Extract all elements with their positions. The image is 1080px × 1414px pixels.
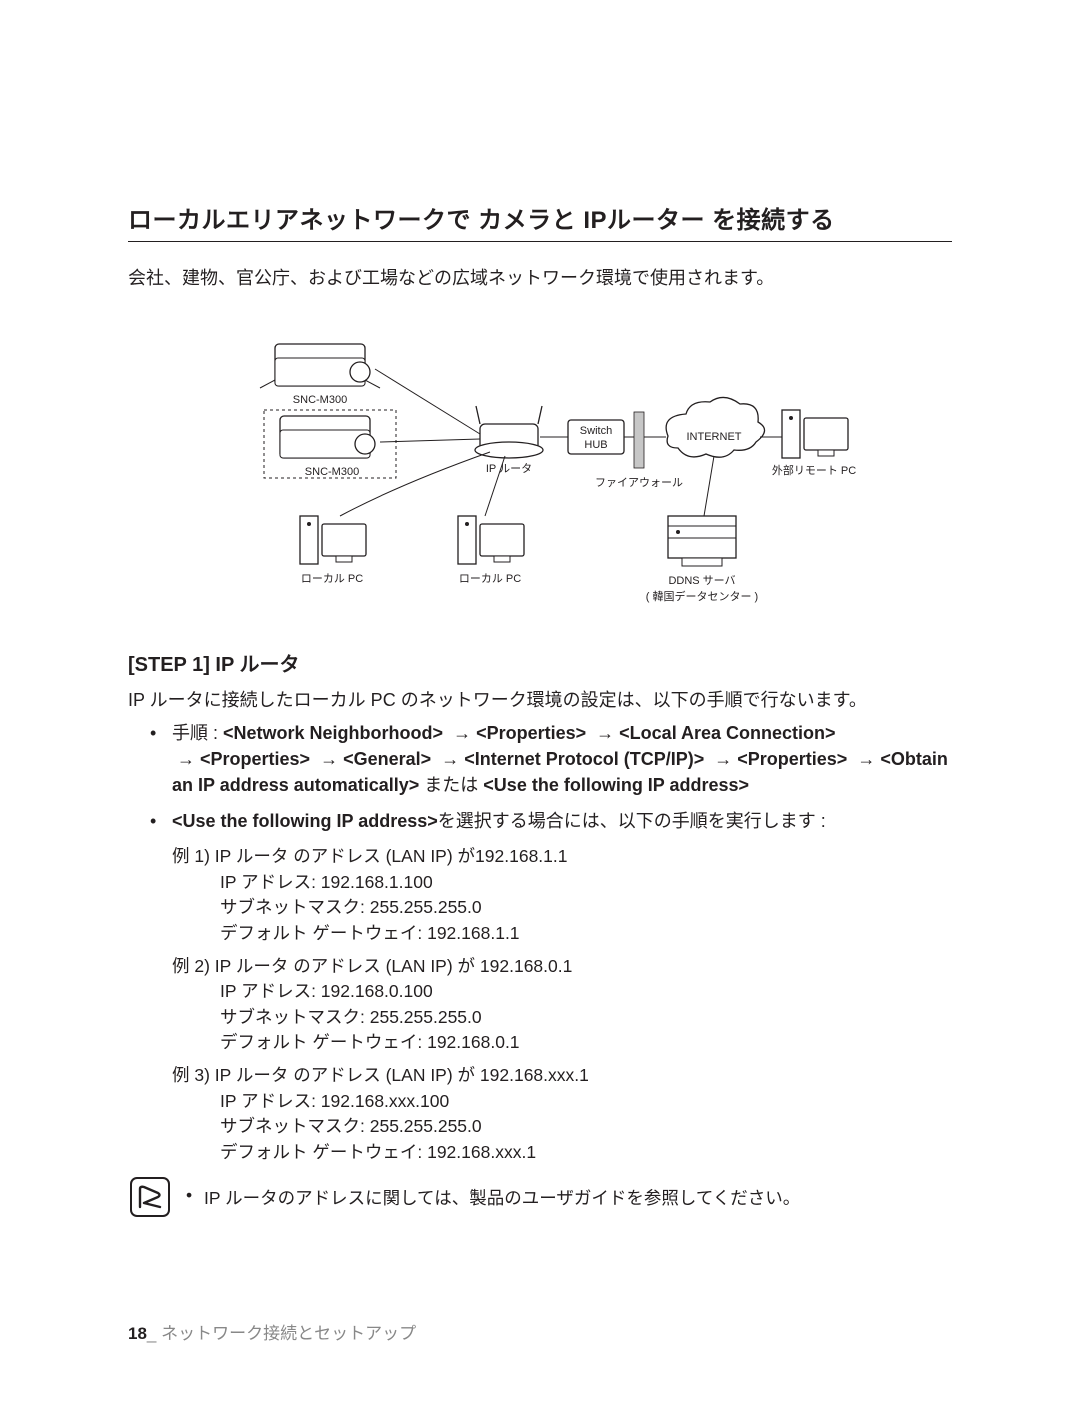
arrow-icon: → xyxy=(591,723,619,743)
ddns-label-2: ( 韓国データセンター ) xyxy=(646,589,758,603)
footer-sep: _ xyxy=(147,1324,156,1343)
ex1-mask: サブネットマスク: 255.255.255.0 xyxy=(172,895,952,920)
link-cam2-router xyxy=(380,439,480,442)
ip-router-label: IP ルータ xyxy=(486,462,532,475)
seg-3: <Properties> xyxy=(200,749,310,769)
examples-block: 例 1) IP ルータ のアドレス (LAN IP) が192.168.1.1 … xyxy=(172,844,952,1165)
note-text: IP ルータのアドレスに関しては、製品のユーザガイドを参照してください。 xyxy=(186,1177,800,1210)
procedure-item-2: <Use the following IP address>を選択する場合には、… xyxy=(172,808,952,834)
procedure-list: 手順 : <Network Neighborhood> → <Propertie… xyxy=(128,720,952,834)
seg-4: <General> xyxy=(343,749,431,769)
link-router-pc1 xyxy=(340,452,490,516)
b2-rest: を選択する場合には、以下の手順を実行します : xyxy=(438,811,826,831)
seg-1: <Properties> xyxy=(476,723,586,743)
seg-5: <Internet Protocol (TCP/IP)> xyxy=(464,749,704,769)
seg-2: <Local Area Connection> xyxy=(619,723,835,743)
arrow-icon: → xyxy=(315,749,343,769)
ddns-label-1: DDNS サーバ xyxy=(668,574,735,587)
page-title: ローカルエリアネットワークで カメラと IPルーター を接続する xyxy=(128,200,952,242)
firewall-icon xyxy=(634,412,644,468)
procedure-item-1: 手順 : <Network Neighborhood> → <Propertie… xyxy=(172,720,952,798)
example-1: 例 1) IP ルータ のアドレス (LAN IP) が192.168.1.1 … xyxy=(172,844,952,946)
network-diagram: SNC-M300 SNC-M300 IP ルータ Switch HUB ファイア… xyxy=(220,324,860,634)
ex1-gw: デフォルト ゲートウェイ: 192.168.1.1 xyxy=(172,921,952,946)
ex3-mask: サブネットマスク: 255.255.255.0 xyxy=(172,1114,952,1139)
step1-desc: IP ルータに接続したローカル PC のネットワーク環境の設定は、以下の手順で行… xyxy=(128,687,952,714)
svg-text:HUB: HUB xyxy=(584,439,607,451)
remote-pc-label: 外部リモート PC xyxy=(772,463,856,477)
arrow-icon: → xyxy=(436,749,464,769)
b2-bold: <Use the following IP address> xyxy=(172,811,438,831)
note-row: IP ルータのアドレスに関しては、製品のユーザガイドを参照してください。 xyxy=(130,1177,952,1217)
arrow-icon: → xyxy=(448,723,476,743)
camera-1-label: SNC-M300 xyxy=(293,394,347,406)
page-footer: 18_ ネットワーク接続とセットアップ xyxy=(128,1319,416,1344)
example-3: 例 3) IP ルータ のアドレス (LAN IP) が 192.168.xxx… xyxy=(172,1063,952,1165)
arrow-icon: → xyxy=(852,749,880,769)
local-pc-2-icon xyxy=(458,516,524,564)
ex2-mask: サブネットマスク: 255.255.255.0 xyxy=(172,1005,952,1030)
note-icon xyxy=(130,1177,170,1217)
ex1-head: 例 1) IP ルータ のアドレス (LAN IP) が192.168.1.1 xyxy=(172,846,568,866)
camera-2-label: SNC-M300 xyxy=(305,466,359,478)
ddns-server-icon xyxy=(668,516,736,566)
ex2-gw: デフォルト ゲートウェイ: 192.168.0.1 xyxy=(172,1030,952,1055)
page-number: 18 xyxy=(128,1324,147,1343)
example-2: 例 2) IP ルータ のアドレス (LAN IP) が 192.168.0.1… xyxy=(172,954,952,1056)
local-pc-2-label: ローカル PC xyxy=(459,572,521,585)
link-cam1-router xyxy=(375,369,480,434)
seg-6: <Properties> xyxy=(737,749,847,769)
ip-router-icon xyxy=(475,406,543,458)
ex3-gw: デフォルト ゲートウェイ: 192.168.xxx.1 xyxy=(172,1140,952,1165)
link-cloud-ddns xyxy=(704,456,714,516)
internet-label: INTERNET xyxy=(687,431,742,443)
ex1-ip: IP アドレス: 192.168.1.100 xyxy=(172,870,952,895)
ex2-head: 例 2) IP ルータ のアドレス (LAN IP) が 192.168.0.1 xyxy=(172,956,572,976)
camera-1-icon xyxy=(260,344,380,388)
internet-cloud-icon xyxy=(666,397,764,457)
arrow-icon: → xyxy=(172,749,200,769)
or-text: または xyxy=(419,775,483,795)
step1-heading: [STEP 1] IP ルータ xyxy=(128,648,952,677)
ex3-ip: IP アドレス: 192.168.xxx.100 xyxy=(172,1089,952,1114)
local-pc-1-icon xyxy=(300,516,366,564)
seg-last: <Use the following IP address> xyxy=(483,775,749,795)
procedure-1-prefix: 手順 : xyxy=(172,723,223,743)
svg-text:Switch: Switch xyxy=(580,425,612,437)
local-pc-1-label: ローカル PC xyxy=(301,572,363,585)
ex2-ip: IP アドレス: 192.168.0.100 xyxy=(172,979,952,1004)
firewall-label: ファイアウォール xyxy=(595,476,683,489)
ex3-head: 例 3) IP ルータ のアドレス (LAN IP) が 192.168.xxx… xyxy=(172,1065,589,1085)
seg-0: <Network Neighborhood> xyxy=(223,723,443,743)
footer-section: ネットワーク接続とセットアップ xyxy=(156,1324,416,1343)
intro-text: 会社、建物、官公庁、および工場などの広域ネットワーク環境で使用されます。 xyxy=(128,264,952,290)
remote-pc-icon xyxy=(782,410,848,458)
switch-hub-icon: Switch HUB xyxy=(568,420,624,454)
camera-2-icon xyxy=(280,416,375,458)
arrow-icon: → xyxy=(709,749,737,769)
